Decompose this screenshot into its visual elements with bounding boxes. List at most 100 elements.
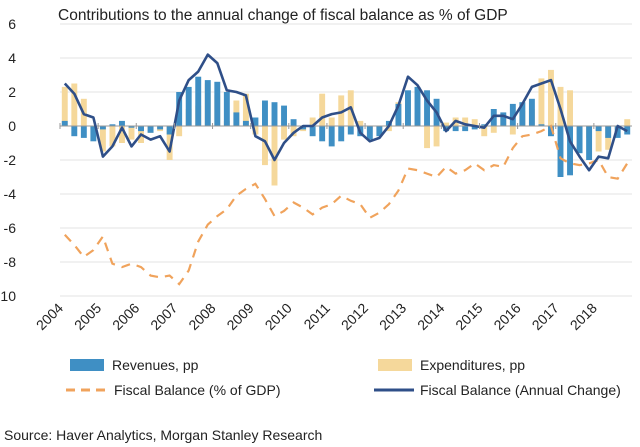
revenues-bar	[462, 126, 469, 132]
revenues-bar	[185, 86, 192, 126]
x-tick-label: 2018	[567, 300, 600, 333]
y-axis-ticks: 6 4 2 0 -2 -4 -6 -8 -10	[0, 16, 16, 304]
revenues-bar	[538, 124, 545, 126]
expenditures-bar	[176, 126, 183, 137]
revenues-bar	[214, 81, 221, 126]
x-tick-label: 2016	[490, 300, 523, 333]
expenditures-bar	[242, 93, 249, 126]
expenditures-bar	[319, 93, 326, 126]
revenues-bar	[595, 126, 602, 132]
expenditures-bar	[338, 95, 345, 126]
revenues-bar	[319, 126, 326, 142]
expenditures-bar	[357, 120, 364, 126]
expenditures-bar	[624, 119, 631, 126]
x-tick-label: 2004	[33, 300, 66, 333]
revenues-bar	[176, 92, 183, 126]
revenues-bar	[138, 126, 144, 132]
expenditures-bar	[281, 126, 287, 140]
revenues-bar	[414, 86, 421, 126]
revenues-bar	[271, 102, 278, 126]
revenues-bar	[80, 126, 87, 138]
revenues-bar	[223, 92, 230, 126]
legend-label-expenditures: Expenditures, pp	[420, 357, 525, 373]
revenues-bar	[99, 126, 106, 130]
fiscal-change-line	[63, 53, 628, 172]
expenditures-bar	[509, 126, 516, 135]
revenues-bar	[405, 90, 411, 126]
expenditures-bar	[490, 126, 497, 133]
fiscal-balance-line	[63, 124, 629, 286]
expenditures-bar	[567, 90, 573, 126]
revenues-bar	[147, 126, 154, 133]
revenues-bar	[347, 126, 354, 135]
gridlines	[60, 23, 632, 297]
expenditures-bar	[61, 86, 68, 126]
expenditures-bar	[538, 78, 545, 126]
x-tick-label: 2008	[185, 300, 218, 333]
revenues-bar	[614, 126, 621, 138]
expenditures-bar	[481, 126, 488, 137]
x-tick-label: 2010	[262, 300, 295, 333]
revenues-bar	[61, 120, 68, 126]
expenditures-bar	[71, 83, 78, 126]
revenues-bar	[576, 126, 583, 154]
x-tick-label: 2015	[452, 300, 485, 333]
revenues-bar	[500, 112, 507, 126]
x-tick-label: 2012	[338, 300, 371, 333]
source-note: Source: Haver Analytics, Morgan Stanley …	[4, 427, 323, 443]
revenues-bar	[366, 126, 373, 140]
revenues-bar	[242, 120, 249, 126]
revenues-bar	[290, 119, 297, 126]
expenditures-bar	[262, 126, 268, 166]
revenues-bar	[195, 76, 202, 126]
y-tick-label: 4	[8, 50, 16, 66]
expenditures-bar	[328, 117, 335, 126]
revenues-bar	[233, 112, 240, 126]
revenues-bar	[309, 126, 316, 137]
expenditures-bar	[99, 126, 106, 152]
legend-label-change: Fiscal Balance (Annual Change)	[420, 382, 621, 398]
revenues-bar	[471, 126, 478, 130]
x-tick-label: 2007	[147, 300, 180, 333]
revenues-bar	[300, 126, 307, 130]
expenditures-bar	[119, 126, 125, 143]
expenditures-bar	[252, 126, 259, 135]
chart-title: Contributions to the annual change of fi…	[58, 7, 508, 24]
y-tick-label: -2	[4, 152, 17, 168]
legend: Revenues, pp Expenditures, pp Fiscal Bal…	[66, 357, 621, 398]
revenues-bar	[328, 126, 335, 147]
x-tick-label: 2017	[529, 300, 562, 333]
y-tick-label: -4	[4, 186, 17, 202]
expenditures-bar	[128, 126, 135, 140]
expenditures-bar	[433, 126, 440, 147]
revenues-bar	[119, 120, 125, 126]
revenues-bar	[252, 117, 259, 126]
revenues-bar	[376, 126, 383, 137]
y-tick-label: 0	[8, 118, 16, 134]
expenditures-bar	[271, 126, 278, 186]
revenues-bar	[166, 126, 173, 135]
x-tick-label: 2014	[414, 300, 447, 333]
legend-label-balance: Fiscal Balance (% of GDP)	[114, 382, 281, 398]
y-tick-label: 2	[8, 84, 16, 100]
revenues-bar	[519, 102, 526, 126]
revenues-bar	[424, 90, 430, 126]
revenues-bar	[90, 126, 97, 142]
revenues-bar	[204, 80, 211, 126]
x-tick-label: 2009	[223, 300, 256, 333]
revenues-bar	[509, 103, 516, 126]
revenues-bar	[548, 126, 554, 137]
revenues-bar	[71, 126, 78, 137]
y-tick-label: -6	[4, 220, 17, 236]
expenditures-bar	[595, 126, 602, 152]
revenues-bar	[481, 124, 488, 126]
revenues-bar	[109, 124, 116, 126]
expenditures-bar	[166, 126, 173, 160]
x-tick-label: 2005	[71, 300, 104, 333]
y-tick-label: -10	[0, 288, 16, 304]
expenditures-bar	[109, 126, 116, 147]
expenditures-bar	[424, 126, 430, 149]
revenues-bar	[281, 105, 287, 126]
expenditures-bars	[61, 69, 631, 186]
